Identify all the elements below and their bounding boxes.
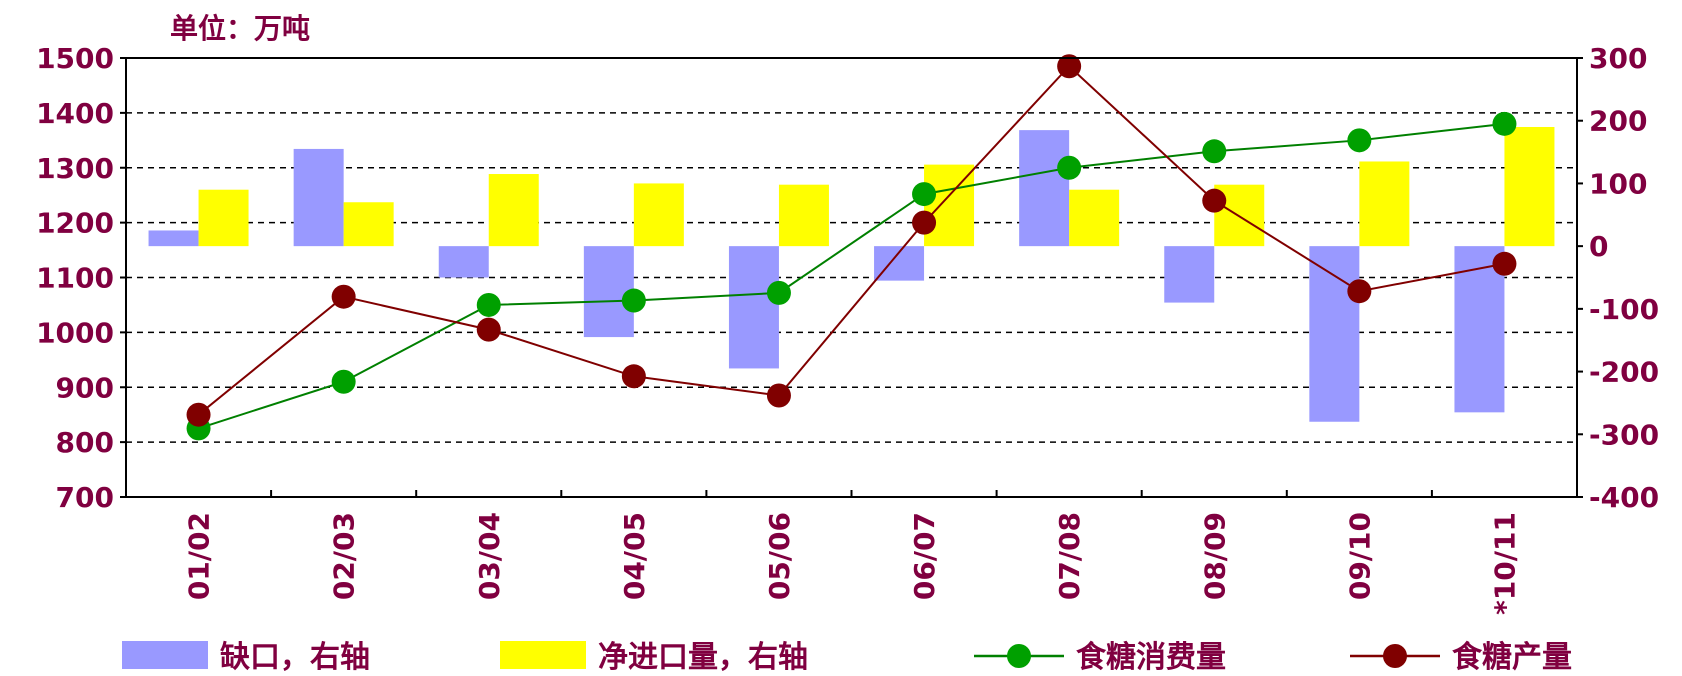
bar-gap [1454,246,1505,413]
bar-net-imports [343,202,394,247]
x-tick-label: 05/06 [763,512,796,600]
right-tick-label: -300 [1589,418,1659,451]
left-tick-label: 1100 [36,262,114,295]
x-tick-label: 03/04 [473,512,506,600]
production-point [621,364,646,389]
bar-net-imports [1359,161,1410,247]
bar-net-imports [1069,189,1120,247]
consumption-point [1347,128,1372,153]
bar-gap [583,246,634,338]
legend-label-production: 食糖产量 [1452,640,1572,672]
consumption-point [1492,111,1517,136]
bar-net-imports [778,184,829,247]
bar-gap [1019,130,1070,247]
left-tick-label: 1300 [36,152,114,185]
left-tick-label: 1200 [36,207,114,240]
consumption-line [198,122,1505,430]
bar-net-imports [1504,126,1555,247]
legend-label-consumption: 食糖消费量 [1076,640,1226,672]
consumption-point [1057,155,1082,180]
left-tick-label: 1500 [36,42,114,75]
left-tick-label: 700 [56,481,114,514]
production-point [476,317,501,342]
consumption-point [621,288,646,313]
bar-gap [1309,246,1360,422]
legend-marker-consumption [1007,644,1031,668]
left-tick-label: 900 [56,371,114,404]
production-point [1347,279,1372,304]
legend: 缺口，右轴 净进口量，右轴 食糖消费量 食糖产量 [122,640,1572,675]
x-tick-label: 08/09 [1198,512,1231,600]
production-point [1202,188,1227,213]
bars [148,126,1555,422]
production-point [912,210,937,235]
consumption-point [331,369,356,394]
production-point [1057,54,1082,79]
legend-marker-production [1383,644,1407,668]
x-tick-label: 04/05 [618,512,651,600]
consumption-point [476,292,501,317]
legend-swatch-net-imports [500,641,586,669]
production-point [766,383,791,408]
left-tick-label: 1000 [36,316,114,349]
production-point [1492,251,1517,276]
left-tick-label: 1400 [36,97,114,130]
axes: 1500140013001200110010009008007003002001… [36,42,1659,615]
bar-gap [148,230,199,247]
legend-swatch-gap [122,641,208,669]
x-tick-label: 02/03 [328,512,361,600]
right-tick-label: -200 [1589,356,1659,389]
legend-label-gap: 缺口，右轴 [220,640,370,672]
right-tick-label: -100 [1589,293,1659,326]
bar-net-imports [488,174,539,247]
right-tick-label: 0 [1589,230,1608,263]
production-line [197,64,1505,416]
production-point [331,284,356,309]
left-tick-label: 800 [56,426,114,459]
consumption-point [1202,139,1227,164]
bar-gap [438,246,489,278]
legend-label-net-imports: 净进口量，右轴 [598,640,808,672]
bar-gap [293,148,344,247]
x-tick-label: *10/11 [1488,512,1521,615]
bar-gap [728,246,779,369]
unit-label: 单位：万吨 [170,12,310,45]
right-tick-label: -400 [1589,481,1659,514]
bar-net-imports [633,183,684,247]
production-point [186,402,211,427]
x-tick-label: 09/10 [1343,512,1376,600]
right-tick-label: 300 [1589,42,1647,75]
bar-gap [1164,246,1215,303]
x-tick-label: 01/02 [183,512,216,600]
x-tick-label: 06/07 [908,512,941,600]
consumption-point [912,182,937,207]
lines [186,54,1517,441]
bar-net-imports [198,189,249,247]
right-tick-label: 100 [1589,167,1647,200]
x-tick-label: 07/08 [1053,512,1086,600]
consumption-point [766,280,791,305]
right-tick-label: 200 [1589,105,1647,138]
